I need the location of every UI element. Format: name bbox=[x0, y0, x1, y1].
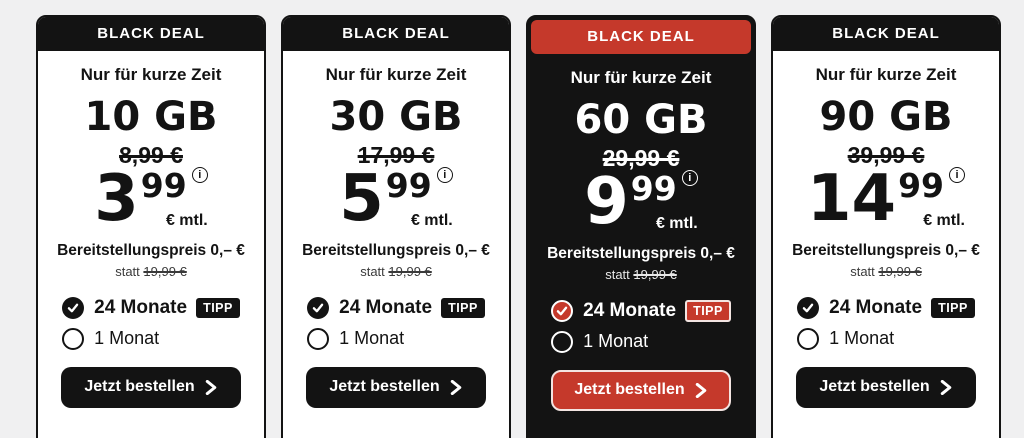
black-deal-ribbon: BLACK DEAL bbox=[38, 17, 264, 51]
statt-price-strikethrough: 19,99 € bbox=[143, 263, 187, 279]
option-1-monat[interactable]: 1 Monat bbox=[62, 327, 159, 350]
price-integer: 5 bbox=[339, 162, 384, 236]
black-deal-label: BLACK DEAL bbox=[587, 28, 695, 45]
option-24-monate[interactable]: 24 Monate TIPP bbox=[797, 296, 975, 319]
statt-price-strikethrough: 19,99 € bbox=[388, 263, 432, 279]
order-button[interactable]: Jetzt bestellen bbox=[61, 366, 241, 408]
contract-options: 24 Monate TIPP 1 Monat bbox=[797, 296, 975, 350]
contract-options: 24 Monate TIPP 1 Monat bbox=[62, 296, 240, 350]
limited-time-text: Nur für kurze Zeit bbox=[325, 65, 467, 84]
option-24-monate[interactable]: 24 Monate TIPP bbox=[307, 296, 485, 319]
price-cents: 99 bbox=[630, 169, 677, 208]
chevron-right-icon bbox=[450, 379, 461, 395]
price-cents: 99 bbox=[140, 166, 187, 205]
contract-options: 24 Monate TIPP 1 Monat bbox=[307, 296, 485, 350]
tipp-badge: TIPP bbox=[685, 299, 731, 322]
plan-card-90gb: BLACK DEAL Nur für kurze Zeit 90 GB 39,9… bbox=[771, 15, 1001, 438]
price-cents: 99 bbox=[898, 166, 944, 205]
order-button[interactable]: Jetzt bestellen bbox=[551, 369, 731, 411]
tipp-badge: TIPP bbox=[931, 297, 975, 318]
order-button[interactable]: Jetzt bestellen bbox=[796, 366, 976, 408]
price-unit: € mtl. bbox=[923, 211, 965, 229]
data-volume: 60 GB bbox=[574, 97, 708, 143]
data-volume: 90 GB bbox=[819, 94, 953, 140]
option-24-monate[interactable]: 24 Monate TIPP bbox=[62, 296, 240, 319]
statt-price-strikethrough: 19,99 € bbox=[633, 266, 677, 282]
limited-time-text: Nur für kurze Zeit bbox=[570, 68, 712, 87]
old-price: 29,99 € bbox=[528, 145, 754, 172]
radio-checked-icon[interactable] bbox=[797, 296, 820, 319]
price-integer: 3 bbox=[94, 162, 139, 236]
black-deal-ribbon: BLACK DEAL bbox=[531, 20, 751, 54]
radio-unchecked-icon[interactable] bbox=[307, 327, 330, 350]
plan-card-30gb: BLACK DEAL Nur für kurze Zeit 30 GB 17,9… bbox=[281, 15, 511, 438]
limited-time-text: Nur für kurze Zeit bbox=[815, 65, 957, 84]
radio-unchecked-icon[interactable] bbox=[551, 330, 574, 353]
black-deal-label: BLACK DEAL bbox=[832, 25, 940, 42]
plan-card-60gb-highlighted: BLACK DEAL Nur für kurze Zeit 60 GB 29,9… bbox=[526, 15, 756, 438]
statt-price-line: statt 19,99 € bbox=[850, 263, 922, 279]
option-1-monat[interactable]: 1 Monat bbox=[797, 327, 894, 350]
provision-price-text: Bereitstellungspreis 0,– € bbox=[792, 241, 980, 259]
black-deal-ribbon: BLACK DEAL bbox=[283, 17, 509, 51]
tipp-badge: TIPP bbox=[441, 297, 485, 318]
order-button[interactable]: Jetzt bestellen bbox=[306, 366, 486, 408]
data-volume: 10 GB bbox=[84, 94, 218, 140]
price-integer: 9 bbox=[584, 165, 629, 239]
radio-unchecked-icon[interactable] bbox=[797, 327, 820, 350]
statt-price-line: statt 19,99 € bbox=[360, 263, 432, 279]
old-price: 8,99 € bbox=[38, 142, 264, 169]
limited-time-text: Nur für kurze Zeit bbox=[80, 65, 222, 84]
provision-price-text: Bereitstellungspreis 0,– € bbox=[547, 244, 735, 262]
black-deal-label: BLACK DEAL bbox=[342, 25, 450, 42]
radio-checked-icon[interactable] bbox=[551, 299, 574, 322]
provision-price-text: Bereitstellungspreis 0,– € bbox=[57, 241, 245, 259]
statt-price-line: statt 19,99 € bbox=[115, 263, 187, 279]
tipp-badge: TIPP bbox=[196, 297, 240, 318]
old-price-strikethrough: 8,99 € bbox=[119, 142, 183, 168]
radio-checked-icon[interactable] bbox=[62, 296, 85, 319]
price-unit: € mtl. bbox=[165, 211, 208, 229]
chevron-right-icon bbox=[695, 382, 706, 398]
price: 9 99 i € mtl. bbox=[528, 165, 754, 239]
price-unit: € mtl. bbox=[410, 211, 453, 229]
statt-price-line: statt 19,99 € bbox=[605, 266, 677, 282]
radio-checked-icon[interactable] bbox=[307, 296, 330, 319]
info-icon[interactable]: i bbox=[436, 167, 453, 183]
provision-price-text: Bereitstellungspreis 0,– € bbox=[302, 241, 490, 259]
price-unit: € mtl. bbox=[655, 214, 698, 232]
radio-unchecked-icon[interactable] bbox=[62, 327, 85, 350]
statt-price-strikethrough: 19,99 € bbox=[878, 263, 922, 279]
price: 3 99 i € mtl. bbox=[38, 162, 264, 236]
old-price-strikethrough: 29,99 € bbox=[602, 145, 680, 171]
contract-options: 24 Monate TIPP 1 Monat bbox=[551, 299, 731, 353]
option-1-monat[interactable]: 1 Monat bbox=[551, 330, 648, 353]
black-deal-ribbon: BLACK DEAL bbox=[773, 17, 999, 51]
data-volume: 30 GB bbox=[329, 94, 463, 140]
price-cents: 99 bbox=[385, 166, 432, 205]
price-integer: 14 bbox=[807, 162, 897, 236]
chevron-right-icon bbox=[940, 379, 951, 395]
option-24-monate[interactable]: 24 Monate TIPP bbox=[551, 299, 731, 322]
old-price: 17,99 € bbox=[283, 142, 509, 169]
plan-card-10gb: BLACK DEAL Nur für kurze Zeit 10 GB 8,99… bbox=[36, 15, 266, 438]
price: 14 99 i € mtl. bbox=[773, 162, 999, 236]
info-icon[interactable]: i bbox=[949, 167, 965, 183]
chevron-right-icon bbox=[205, 379, 216, 395]
old-price: 39,99 € bbox=[773, 142, 999, 169]
price: 5 99 i € mtl. bbox=[283, 162, 509, 236]
black-deal-label: BLACK DEAL bbox=[97, 25, 205, 42]
info-icon[interactable]: i bbox=[681, 170, 698, 186]
old-price-strikethrough: 39,99 € bbox=[847, 142, 925, 168]
info-icon[interactable]: i bbox=[191, 167, 208, 183]
old-price-strikethrough: 17,99 € bbox=[357, 142, 435, 168]
option-1-monat[interactable]: 1 Monat bbox=[307, 327, 404, 350]
